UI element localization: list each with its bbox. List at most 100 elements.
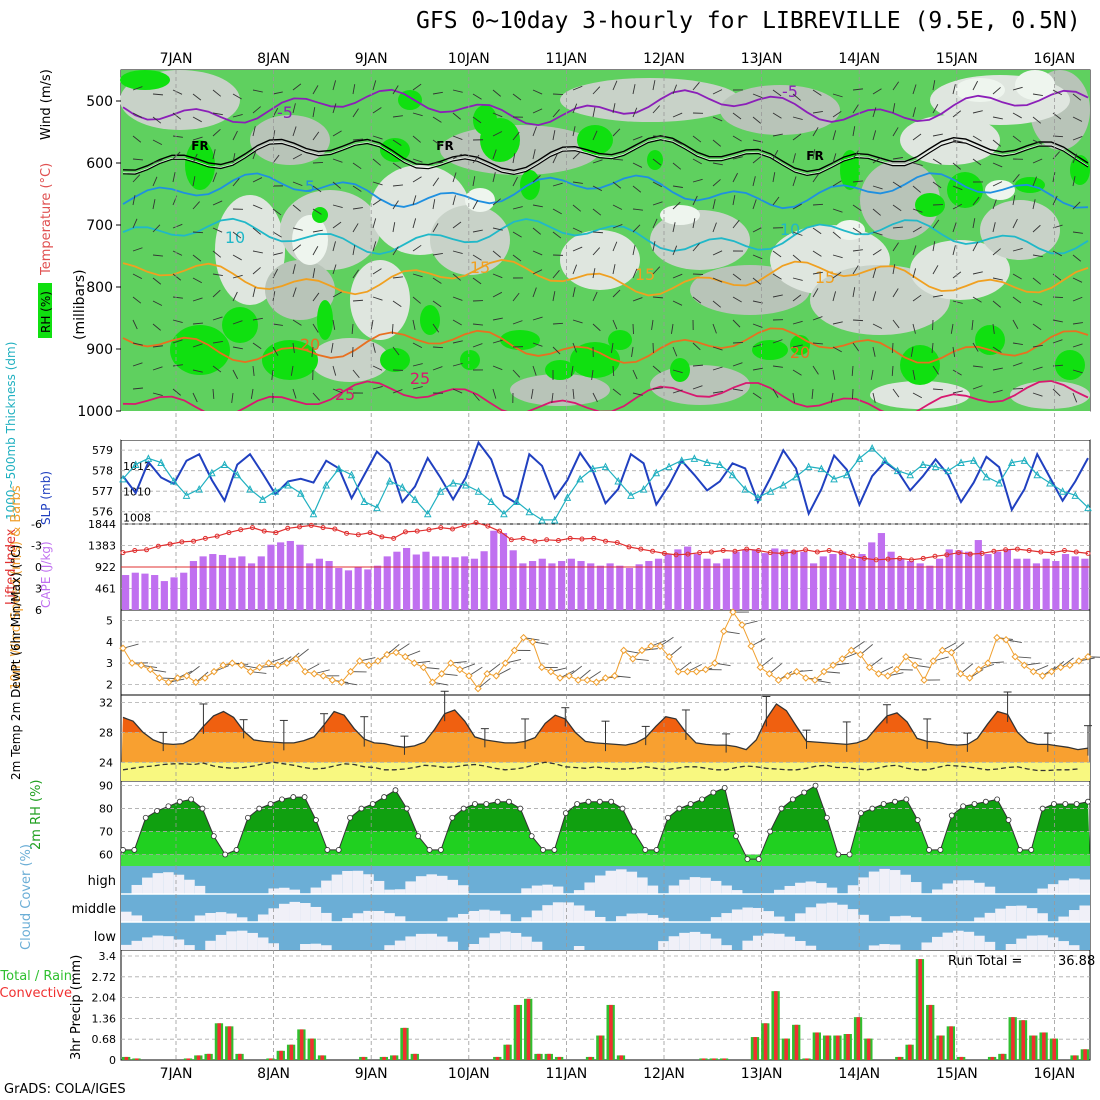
cape-bar <box>587 563 595 610</box>
thickness-tick-label: 578 <box>92 465 113 478</box>
wind-speed-marker <box>283 659 291 667</box>
lifted-marker <box>414 528 420 534</box>
isotherm-20 <box>122 327 1089 364</box>
thickness-marker <box>436 487 445 495</box>
precip-tick-label: 3.4 <box>99 950 117 963</box>
rh-marker <box>880 801 887 807</box>
wind-barb <box>572 287 576 298</box>
wind-barb <box>552 270 560 279</box>
wind-barb <box>132 296 142 304</box>
precip-convective-bar <box>846 1034 850 1060</box>
cape-bar <box>742 549 750 610</box>
wind-speed-marker <box>583 676 591 684</box>
thickness-marker <box>500 509 508 518</box>
wind-barb <box>892 319 900 329</box>
wind-barb <box>932 294 943 298</box>
wind-barb <box>412 218 417 229</box>
wind-barb <box>392 300 402 307</box>
wind-10m-barb <box>860 644 873 655</box>
precip-convective-bar <box>279 1050 283 1060</box>
date-label-top: 10JAN <box>448 51 490 67</box>
rh-marker <box>1062 801 1069 807</box>
wind-barb <box>532 227 542 235</box>
run-total-value: 36.88 <box>1058 954 1095 969</box>
thickness-marker <box>462 480 470 489</box>
contour-label: 15 <box>470 258 490 277</box>
wind-barb <box>652 218 658 229</box>
ytick-label: 700 <box>86 218 113 234</box>
wind-barb <box>652 241 656 252</box>
wind-barb <box>1052 172 1056 183</box>
thickness-marker <box>944 466 953 475</box>
wind-barb <box>412 244 422 252</box>
rh-marker <box>869 805 876 812</box>
wind-barb <box>572 227 583 233</box>
wind-barb <box>332 388 343 394</box>
cloud-cover-bar <box>942 932 954 950</box>
precip-convective-bar <box>413 1053 417 1060</box>
wind-barb <box>852 104 859 114</box>
wind-barb <box>472 93 482 100</box>
thickness-marker <box>169 476 178 485</box>
cape-bar <box>548 563 556 610</box>
wind-barb <box>812 89 822 96</box>
cloud-cover-bar <box>868 945 880 950</box>
wind-barb <box>870 369 874 380</box>
wind-speed-marker <box>674 667 683 676</box>
cloud-cover-bar <box>479 909 490 922</box>
cloud-cover-bar <box>710 938 722 950</box>
wind-barb <box>872 88 882 95</box>
wind-barb <box>852 319 864 322</box>
thickness-marker <box>373 503 381 512</box>
thickness-marker <box>639 485 648 493</box>
thickness-marker <box>817 464 826 473</box>
rh-marker <box>778 805 785 812</box>
thickness-marker <box>144 454 153 462</box>
lifted-marker <box>614 540 620 546</box>
wind-barb <box>752 176 756 187</box>
wind-barb <box>612 319 618 330</box>
wind-barb <box>772 294 783 298</box>
wind-barb <box>912 84 917 95</box>
rh-marker <box>1051 801 1057 807</box>
wind-barb <box>772 133 783 137</box>
wind-barb <box>892 181 902 188</box>
wind-barb <box>672 112 683 118</box>
wind-barb <box>712 323 717 334</box>
wind-barb <box>132 135 142 143</box>
contour-label: -5 <box>782 82 798 101</box>
lifted-marker <box>873 557 879 563</box>
cloud-cover-bar <box>173 874 185 894</box>
rh-marker <box>517 805 524 812</box>
cloud-cover-bar <box>668 885 680 894</box>
thickness-marker <box>931 462 940 471</box>
rh-dry-area <box>510 374 610 406</box>
wind-barb <box>912 107 916 118</box>
wind-barb <box>612 80 618 91</box>
wind-barb <box>592 291 598 302</box>
wind-speed-marker <box>328 676 337 684</box>
lifted-tick-label: -3 <box>31 540 42 553</box>
cloud-cover-bar <box>763 933 775 950</box>
lifted-marker <box>402 529 408 535</box>
rh-marker <box>210 833 217 840</box>
thickness-tick-label: 577 <box>92 485 113 498</box>
wind-barb <box>692 178 703 183</box>
cape-bar <box>170 577 178 610</box>
cloud-cover-bar <box>942 883 954 894</box>
lifted-marker <box>214 533 220 539</box>
wind-speed-marker <box>255 663 264 672</box>
wind-barb <box>632 297 643 302</box>
wind-barb <box>692 195 698 206</box>
cape-tick-label: 922 <box>95 561 116 574</box>
wind-barb <box>272 323 283 326</box>
thickness-marker <box>157 458 165 466</box>
thickness-marker <box>982 472 991 481</box>
wind-barb <box>152 323 161 331</box>
cape-bar <box>790 550 798 610</box>
precip-convective-bar <box>897 1056 902 1060</box>
rh-marker <box>301 794 308 800</box>
lifted-marker <box>1061 548 1067 554</box>
wind-barb <box>632 135 643 141</box>
precip-convective-bar <box>402 1027 407 1060</box>
